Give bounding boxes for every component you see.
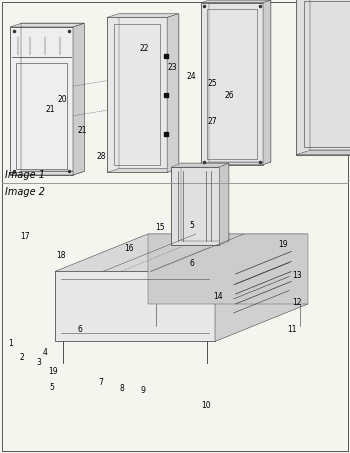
- Polygon shape: [10, 23, 84, 27]
- Text: 10: 10: [201, 401, 211, 410]
- Polygon shape: [10, 27, 73, 175]
- Text: 3: 3: [36, 358, 41, 367]
- Polygon shape: [171, 164, 229, 167]
- Polygon shape: [55, 271, 215, 342]
- Polygon shape: [201, 0, 271, 3]
- Polygon shape: [148, 234, 308, 304]
- Text: 11: 11: [287, 325, 297, 334]
- Text: 5: 5: [49, 383, 54, 392]
- Text: 19: 19: [48, 367, 58, 376]
- Text: 18: 18: [56, 251, 66, 260]
- Text: 24: 24: [187, 72, 197, 81]
- Polygon shape: [201, 162, 271, 164]
- Text: 12: 12: [292, 298, 302, 307]
- Polygon shape: [107, 169, 178, 173]
- Text: Image 1: Image 1: [5, 170, 45, 180]
- Text: 19: 19: [279, 240, 288, 249]
- Text: 6: 6: [77, 325, 82, 334]
- Text: 13: 13: [292, 271, 302, 280]
- Polygon shape: [219, 164, 229, 245]
- Text: 17: 17: [20, 232, 30, 241]
- Text: 20: 20: [57, 95, 67, 104]
- Text: 9: 9: [140, 386, 145, 395]
- Text: 6: 6: [189, 259, 194, 268]
- Text: 28: 28: [96, 152, 106, 161]
- Text: 21: 21: [46, 105, 56, 114]
- Polygon shape: [263, 0, 271, 164]
- Text: 8: 8: [119, 384, 124, 393]
- Text: 22: 22: [139, 44, 149, 53]
- Polygon shape: [73, 23, 84, 175]
- Text: 7: 7: [98, 378, 103, 387]
- Text: 25: 25: [208, 79, 218, 88]
- Text: 2: 2: [19, 353, 24, 362]
- Polygon shape: [201, 3, 263, 164]
- Text: 4: 4: [43, 348, 48, 357]
- Polygon shape: [296, 0, 350, 154]
- Polygon shape: [167, 14, 178, 173]
- Text: 15: 15: [155, 223, 165, 232]
- Text: 23: 23: [167, 63, 177, 72]
- Polygon shape: [107, 14, 178, 17]
- Text: 1: 1: [8, 339, 13, 348]
- Text: Image 2: Image 2: [5, 188, 45, 198]
- Polygon shape: [296, 150, 350, 154]
- Text: 27: 27: [208, 117, 218, 126]
- Polygon shape: [171, 167, 219, 245]
- Polygon shape: [215, 234, 308, 342]
- Text: 5: 5: [189, 221, 194, 230]
- Polygon shape: [107, 17, 167, 173]
- Text: 14: 14: [213, 292, 223, 301]
- Text: 21: 21: [77, 126, 87, 135]
- Text: 16: 16: [124, 244, 134, 253]
- Polygon shape: [10, 171, 84, 175]
- Text: 26: 26: [224, 91, 234, 100]
- Polygon shape: [55, 234, 308, 271]
